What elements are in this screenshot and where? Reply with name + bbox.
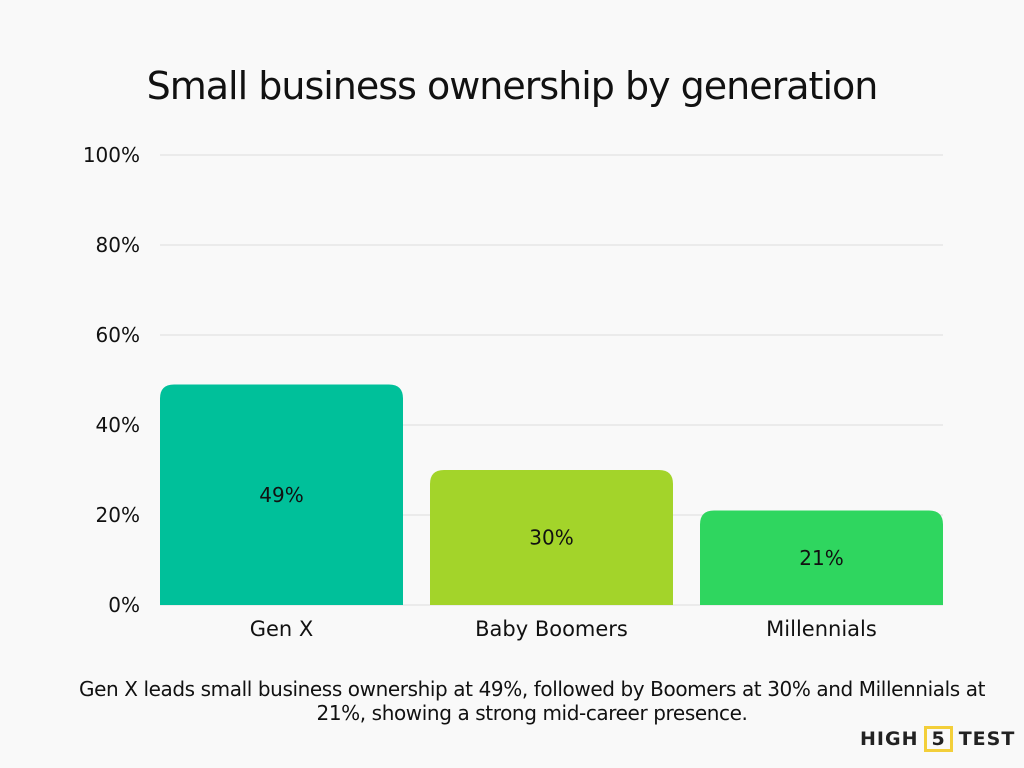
x-tick-label: Baby Boomers bbox=[475, 617, 628, 641]
data-label: 21% bbox=[799, 546, 843, 570]
y-tick-label: 60% bbox=[96, 323, 140, 347]
bar-gen-x bbox=[160, 384, 403, 605]
y-tick-label: 0% bbox=[108, 593, 140, 617]
data-label: 30% bbox=[529, 526, 573, 550]
chart-caption: Gen X leads small business ownership at … bbox=[78, 677, 986, 725]
logo-text-right: TEST bbox=[958, 728, 1016, 750]
y-tick-label: 40% bbox=[96, 413, 140, 437]
x-tick-label: Millennials bbox=[766, 617, 877, 641]
y-tick-label: 80% bbox=[96, 233, 140, 257]
high5test-logo: HIGH 5 TEST bbox=[860, 726, 1015, 752]
data-label: 49% bbox=[259, 483, 303, 507]
y-tick-label: 100% bbox=[83, 143, 140, 167]
bar-baby-boomers bbox=[430, 470, 673, 605]
logo-text-left: HIGH bbox=[860, 728, 919, 750]
bar-millennials bbox=[700, 510, 943, 605]
x-tick-label: Gen X bbox=[250, 617, 314, 641]
chart-title: Small business ownership by generation bbox=[146, 64, 879, 108]
logo-five: 5 bbox=[924, 726, 953, 752]
y-tick-label: 20% bbox=[96, 503, 140, 527]
